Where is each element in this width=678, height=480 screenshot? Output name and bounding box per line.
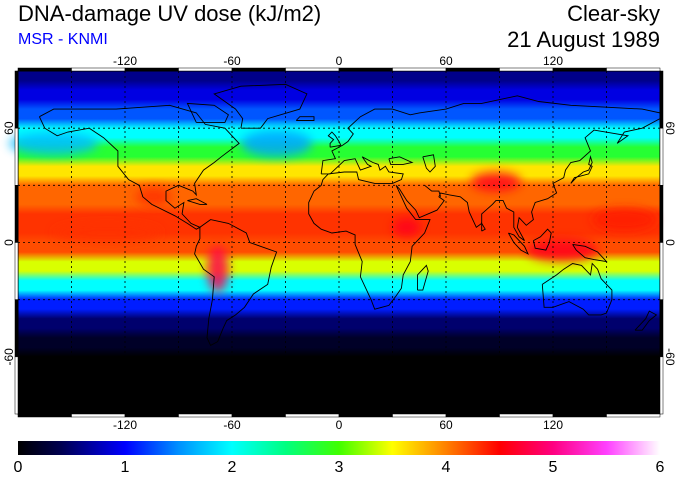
map-title: DNA-damage UV dose (kJ/m2) (18, 1, 322, 26)
left-frame-segment (14, 242, 19, 300)
lon-tick-label-top: 60 (439, 54, 453, 68)
right-frame-segment (659, 185, 664, 243)
source-label: MSR - KNMI (18, 31, 108, 48)
left-frame-segment (14, 70, 19, 129)
equatorial-pacific-warm (53, 223, 161, 243)
lat-tick-label-right: 0 (663, 239, 677, 246)
colorbar-tick-label: 5 (548, 459, 558, 476)
lon-tick-label-bottom: 0 (336, 418, 343, 432)
right-frame-segment (659, 242, 664, 300)
lat-lon-grid (18, 71, 660, 414)
top-frame-segment (231, 67, 286, 72)
lon-tick-label-top: 120 (543, 54, 563, 68)
colorbar-gradient (18, 441, 660, 455)
top-frame-segment (445, 67, 500, 72)
new-zealand-coast (634, 310, 658, 331)
bottom-frame-segment (231, 413, 286, 418)
lon-tick-label-top: -60 (223, 54, 241, 68)
europe-africa-coast (308, 95, 661, 310)
australia-coast (541, 262, 613, 316)
lat-tick-label-left: 0 (2, 239, 16, 246)
lon-tick-label-top: 0 (336, 54, 343, 68)
caspian-shore (422, 154, 436, 173)
new-guinea-coast (572, 243, 608, 263)
japan-coast (570, 155, 593, 184)
colorbar-tick-label: 1 (120, 459, 130, 476)
britain-coast (327, 131, 342, 148)
north-america-coast (38, 104, 240, 230)
top-frame-segment (124, 67, 179, 72)
colorbar (18, 441, 660, 455)
top-frame-segment (17, 67, 72, 72)
lat-tick-label-right: -60 (663, 348, 677, 366)
bottom-frame-segment (338, 413, 393, 418)
andes-hotspot (207, 246, 229, 293)
sky-condition-label: Clear-sky (567, 1, 660, 26)
lon-tick-label-bottom: 60 (439, 418, 453, 432)
east-africa-hotspot (392, 217, 422, 237)
lon-tick-label-top: -120 (113, 54, 137, 68)
map-frame (14, 67, 664, 418)
north-pacific-cool (9, 131, 99, 155)
lat-tick-label-left: -60 (2, 348, 16, 366)
colorbar-tick-label: 2 (227, 459, 237, 476)
colorbar-tick-label: 0 (13, 459, 23, 476)
lat-tick-label-right: 60 (663, 121, 677, 135)
axis-tick-labels: -120 -120 -60 -60 0 0 60 60 120 120 60 60 0 0 -60 -60 (2, 54, 677, 432)
left-frame-segment (14, 356, 19, 415)
baffin-coast (186, 102, 229, 123)
pacific-hotspot (592, 208, 657, 232)
colorbar-tick-label: 3 (334, 459, 344, 476)
tibet-hotspot (470, 171, 521, 192)
left-frame-segment (14, 127, 19, 186)
mexico-hotspot (135, 187, 172, 207)
cuba-coast (187, 198, 208, 205)
greenland-coast (213, 83, 308, 129)
north-atlantic-cool (240, 130, 313, 157)
top-frame-segment (178, 67, 233, 72)
bottom-frame-segment (392, 413, 447, 418)
top-frame-segment (71, 67, 126, 72)
top-frame-segment (499, 67, 554, 72)
right-frame-segment (659, 356, 664, 415)
right-frame-segment (659, 70, 664, 129)
lon-tick-label-bottom: -60 (223, 418, 241, 432)
top-frame-segment (552, 67, 607, 72)
bottom-frame-segment (71, 413, 126, 418)
sri-lanka-coast (481, 221, 486, 232)
lon-tick-label-bottom: -120 (113, 418, 137, 432)
right-frame-segment (659, 127, 664, 186)
bottom-frame-segment (606, 413, 661, 418)
colorbar-tick-label: 6 (655, 459, 665, 476)
colorbar-tick-label: 4 (441, 459, 451, 476)
bottom-frame-segment (445, 413, 500, 418)
bottom-frame-segment (285, 413, 340, 418)
bottom-frame-segment (124, 413, 179, 418)
borneo-coast (532, 228, 552, 251)
madagascar-coast (417, 264, 429, 291)
lat-tick-label-left: 60 (2, 121, 16, 135)
top-frame-segment (606, 67, 661, 72)
top-frame-segment (338, 67, 393, 72)
bottom-frame-segment (17, 413, 72, 418)
black-sea-shore (388, 156, 414, 165)
indonesia-hotspot (526, 238, 598, 262)
bottom-frame-segment (499, 413, 554, 418)
right-frame-segment (659, 299, 664, 358)
top-frame-segment (285, 67, 340, 72)
date-label: 21 August 1989 (507, 27, 660, 52)
bottom-frame-segment (552, 413, 607, 418)
top-frame-segment (392, 67, 447, 72)
iceland-coast (295, 116, 315, 121)
left-frame-segment (14, 185, 19, 243)
arabian-gulf-shore (424, 184, 442, 197)
bottom-frame-segment (178, 413, 233, 418)
lon-tick-label-bottom: 120 (543, 418, 563, 432)
